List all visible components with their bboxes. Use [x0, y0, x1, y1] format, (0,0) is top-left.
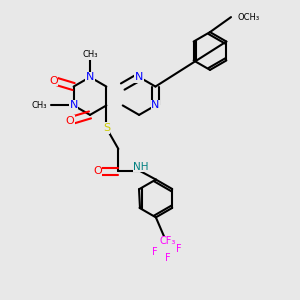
Text: F: F — [176, 244, 181, 254]
Text: CF₃: CF₃ — [160, 236, 176, 246]
Text: O: O — [65, 116, 74, 126]
Text: F: F — [165, 253, 171, 263]
Text: CH₃: CH₃ — [82, 50, 98, 59]
Text: N: N — [151, 100, 160, 110]
Text: F: F — [152, 247, 157, 257]
Text: N: N — [69, 100, 78, 110]
Text: N: N — [135, 72, 143, 82]
Text: OCH₃: OCH₃ — [237, 13, 259, 22]
Text: N: N — [86, 72, 94, 82]
Text: O: O — [49, 76, 58, 85]
Text: CH₃: CH₃ — [31, 101, 46, 110]
Text: O: O — [93, 167, 102, 176]
Text: S: S — [103, 123, 110, 133]
Text: NH: NH — [133, 162, 148, 172]
